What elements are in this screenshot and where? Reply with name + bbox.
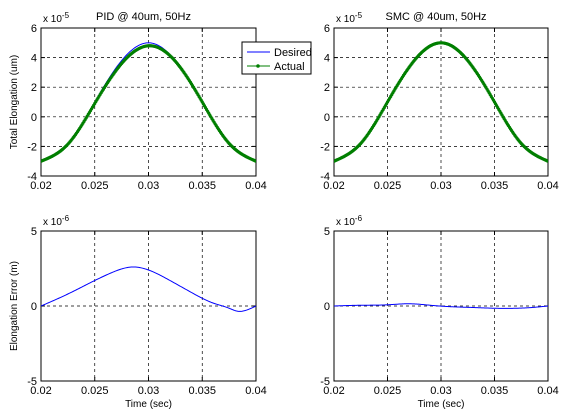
y-tick-label: 4 [324,53,330,65]
y-exponent-label: x 10-5 [336,11,363,25]
legend-actual-label: Actual [274,61,305,73]
chart-title: PID @ 40um, 50Hz [96,11,191,23]
y-exponent-label: x 10-5 [43,11,70,25]
x-tick-label: 0.03 [430,385,451,397]
y-tick-label: -4 [27,171,37,183]
y-tick-label: -2 [320,141,330,153]
y-tick-label: -4 [320,171,330,183]
chart-title: SMC @ 40um, 50Hz [385,11,486,23]
y-tick-label: 4 [31,53,37,65]
y-tick-label: 0 [31,301,37,313]
x-tick-label: 0.04 [245,385,266,397]
legend-desired-label: Desired [274,47,312,59]
legend-actual-marker [256,64,260,68]
x-tick-label: 0.03 [430,180,451,192]
x-tick-label: 0.025 [374,180,402,192]
x-tick-label: 0.025 [374,385,402,397]
y-axis-label: Elongation Error (m) [9,261,20,351]
y-exponent: -6 [355,214,363,223]
y-axis-label: Total Elongation (um) [9,55,20,150]
y-tick-label: 5 [324,226,330,238]
y-tick-label: -2 [27,141,37,153]
series-marker [546,160,549,163]
x-tick-label: 0.04 [537,180,558,192]
y-tick-label: 0 [324,301,330,313]
y-tick-label: 2 [324,82,330,94]
y-exponent: -5 [62,11,70,20]
y-tick-label: 0 [324,112,330,124]
y-exponent-label: x 10-6 [336,214,363,228]
x-tick-label: 0.035 [188,180,216,192]
x-tick-label: 0.025 [81,385,109,397]
y-tick-label: -5 [27,376,37,388]
x-tick-label: 0.035 [481,385,509,397]
x-tick-label: 0.035 [481,180,509,192]
y-exponent-label: x 10-6 [43,214,70,228]
x-axis-label: Time (sec) [418,399,465,410]
x-tick-label: 0.03 [138,180,159,192]
y-tick-label: 2 [31,82,37,94]
y-exponent: -5 [355,11,363,20]
y-exponent: -6 [62,214,70,223]
y-tick-label: 5 [31,226,37,238]
y-tick-label: -5 [320,376,330,388]
x-tick-label: 0.035 [188,385,216,397]
y-tick-label: 6 [31,23,37,35]
x-tick-label: 0.04 [245,180,266,192]
x-tick-label: 0.04 [537,385,558,397]
series-marker [254,160,257,163]
x-tick-label: 0.03 [138,385,159,397]
legend: Desired Actual [242,42,312,74]
x-axis-label: Time (sec) [125,399,172,410]
y-tick-label: 6 [324,23,330,35]
x-tick-label: 0.025 [81,180,109,192]
y-tick-label: 0 [31,112,37,124]
